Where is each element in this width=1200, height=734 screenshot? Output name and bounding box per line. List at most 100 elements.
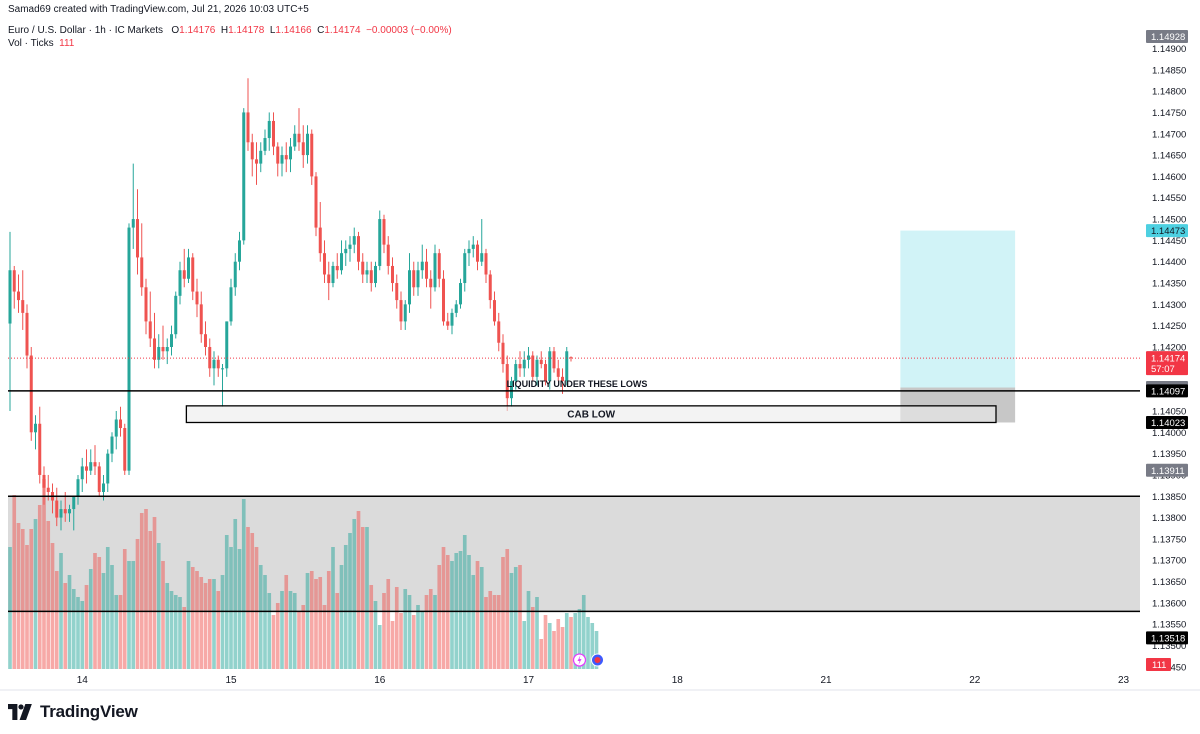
candle-body	[569, 357, 573, 359]
countdown-label: 57:07	[1151, 364, 1175, 375]
volume-bar	[339, 565, 344, 669]
volume-bar	[543, 615, 548, 669]
high-value: 1.14178	[228, 25, 265, 36]
candle-body	[59, 509, 63, 518]
volume-bar	[526, 591, 531, 669]
volume-bar	[411, 615, 416, 669]
candle-body	[55, 500, 59, 518]
price-tick-label: 1.13600	[1152, 598, 1186, 609]
candle-body	[433, 253, 437, 288]
current-price-label: 1.14174	[1151, 354, 1185, 365]
volume-bar	[569, 617, 573, 669]
volume-bar	[67, 575, 72, 669]
volume-bar	[407, 595, 412, 669]
tradingview-brand[interactable]: TradingView	[8, 702, 138, 722]
volume-bar	[263, 575, 267, 669]
candle-body	[437, 253, 441, 279]
volume-bar	[314, 579, 318, 669]
candle-body	[136, 219, 139, 258]
candle-body	[229, 287, 233, 322]
volume-bar	[420, 611, 425, 669]
price-tick-label: 1.14850	[1152, 65, 1186, 76]
volume-bar	[492, 595, 497, 669]
volume-bar	[148, 531, 153, 669]
volume-bar	[161, 561, 165, 669]
volume-bar	[586, 617, 590, 669]
candle-body	[76, 479, 80, 497]
volume-bar	[250, 533, 255, 669]
open-value: 1.14176	[179, 25, 216, 36]
volume-bar	[501, 557, 505, 669]
price-axis[interactable]: 1.14900 1.14850 1.14800 1.14750 1.14700 1.146…	[1140, 0, 1200, 690]
volume-bar	[29, 529, 34, 669]
candle-body	[263, 138, 267, 151]
volume-bar	[280, 591, 284, 669]
volume-bar	[199, 577, 204, 669]
volume-bar	[484, 597, 488, 669]
candle-body	[459, 283, 462, 305]
candle-body	[212, 359, 216, 369]
cab-low-box	[185, 405, 997, 424]
candle-body	[531, 355, 535, 377]
candle-body	[199, 304, 203, 335]
candle-body	[446, 321, 450, 326]
volume-bar	[12, 495, 17, 669]
candle-body	[255, 159, 258, 164]
volume-bars	[8, 479, 599, 669]
volume-bar	[462, 535, 467, 669]
volume-bar	[169, 591, 174, 669]
volume-tag-label: 111	[1152, 660, 1166, 671]
candles	[8, 78, 573, 531]
volume-bar	[229, 547, 233, 669]
volume-bar	[63, 583, 68, 669]
volume-bar	[373, 601, 378, 669]
candle-body	[216, 359, 220, 369]
volume-bar	[288, 591, 293, 669]
candle-body	[89, 462, 93, 471]
price-tick-label: 1.14000	[1152, 428, 1186, 439]
candle-body	[102, 483, 105, 493]
volume-bar	[305, 573, 310, 669]
volume-bar	[513, 567, 518, 669]
cab-low-label: CAB LOW	[567, 410, 615, 421]
volume-bar	[88, 569, 93, 669]
volume-bar	[122, 549, 127, 669]
candle-body	[386, 244, 390, 266]
candle-body	[442, 278, 445, 322]
candle-body	[284, 155, 288, 160]
candle-body	[144, 287, 148, 322]
candle-body	[365, 270, 369, 275]
time-axis[interactable]: 14 15 16 17 18 21 22 23	[0, 675, 1200, 691]
volume-bar	[20, 529, 25, 669]
candle-body	[374, 265, 377, 284]
change-value: −0.00003 (−0.00%)	[366, 25, 452, 36]
candle-body	[399, 300, 403, 322]
demand-zone	[8, 496, 1140, 612]
volume-bar	[564, 613, 569, 669]
volume-bar	[581, 595, 586, 669]
volume-bar	[399, 613, 403, 669]
volume-bar	[76, 597, 80, 669]
candle-body	[301, 142, 305, 156]
candle-body	[412, 270, 416, 288]
candle-body	[225, 321, 229, 369]
symbol-legend[interactable]: Euro / U.S. Dollar · 1h · IC Markets O1.…	[8, 25, 452, 36]
volume-bar	[390, 621, 395, 669]
candle-body	[178, 270, 182, 296]
volume-label: Vol · Ticks	[8, 38, 54, 49]
volume-bar	[382, 593, 386, 669]
volume-bar	[207, 579, 212, 669]
candle-body	[195, 291, 199, 305]
candle-body	[267, 120, 271, 139]
price-tick-label: 1.14450	[1152, 236, 1186, 247]
price-tag	[1146, 224, 1188, 238]
candle-body	[38, 423, 42, 475]
volume-bar	[8, 547, 12, 669]
volume-legend[interactable]: Vol · Ticks 111	[8, 38, 74, 49]
candle-body	[323, 253, 326, 275]
volume-bar	[539, 639, 544, 669]
volume-bar	[433, 595, 437, 669]
volume-bar	[101, 573, 106, 669]
volume-bar	[343, 545, 348, 669]
